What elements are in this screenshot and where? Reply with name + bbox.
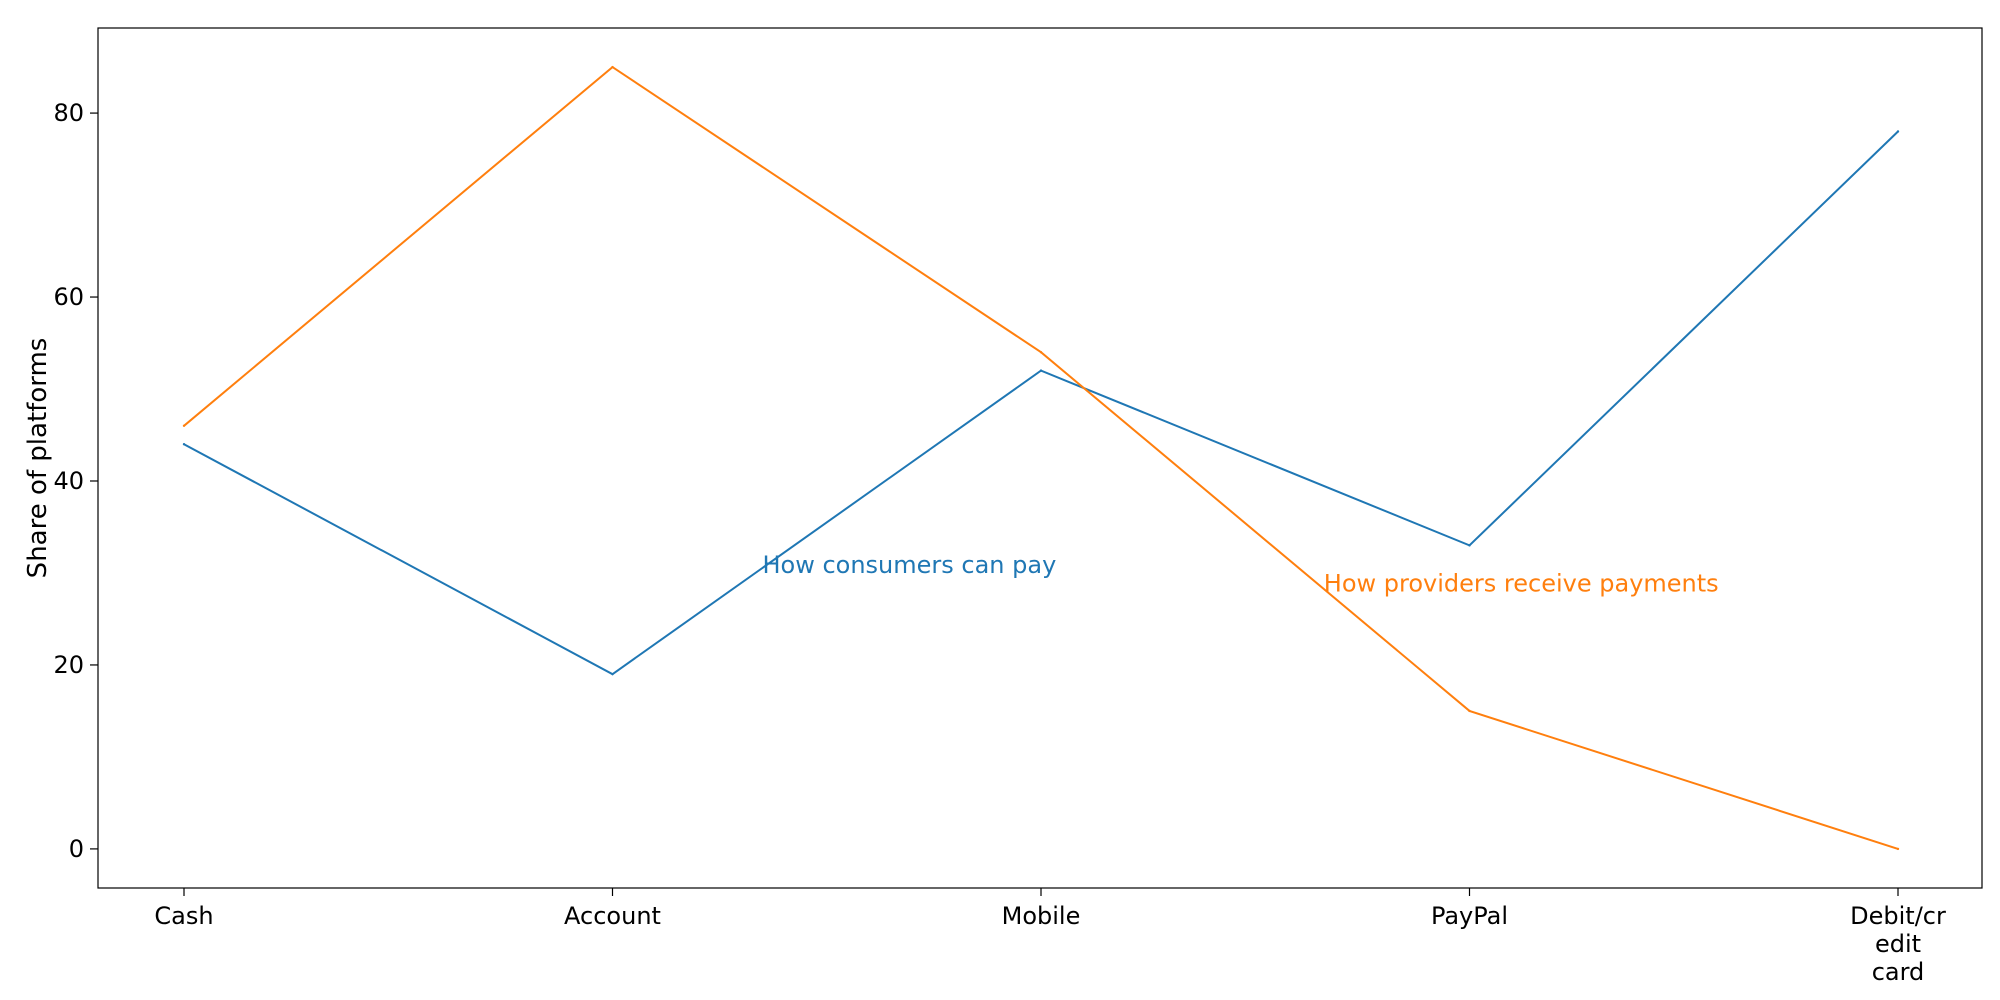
y-tick-label: 80 — [53, 99, 84, 127]
annotation-2: How providers receive payments — [1324, 569, 1719, 597]
y-axis-label: Share of platforms — [23, 338, 53, 579]
y-tick-label: 60 — [53, 283, 84, 311]
series-1-point — [182, 443, 186, 446]
series-1-point — [1468, 544, 1471, 547]
x-tick-label: PayPal — [1431, 902, 1508, 930]
y-tick-label: 0 — [69, 835, 84, 863]
y-tick-label: 20 — [53, 651, 84, 679]
plot-frame — [97, 27, 1983, 889]
x-tick-label: Cash — [154, 902, 213, 930]
series-2-point — [611, 65, 614, 69]
y-tick-label: 40 — [53, 467, 84, 495]
x-tick-label: Mobile — [1002, 902, 1081, 930]
x-tick-label: Debit/cr edit card — [1850, 902, 1946, 986]
plot-area: 0 20 40 60 80 Cash Account Mobile PayPal Debit/cr… — [53, 65, 1946, 986]
series-1-point — [611, 672, 614, 676]
series-1-point — [1039, 369, 1043, 372]
series-2-point — [1468, 709, 1471, 713]
series-2-point — [182, 424, 186, 428]
series-1-point — [1896, 130, 1900, 133]
annotation-1: How consumers can pay — [762, 551, 1056, 579]
series-2-point — [1896, 847, 1900, 851]
x-tick-label: Account — [564, 902, 661, 930]
series-2-point — [1039, 351, 1043, 354]
